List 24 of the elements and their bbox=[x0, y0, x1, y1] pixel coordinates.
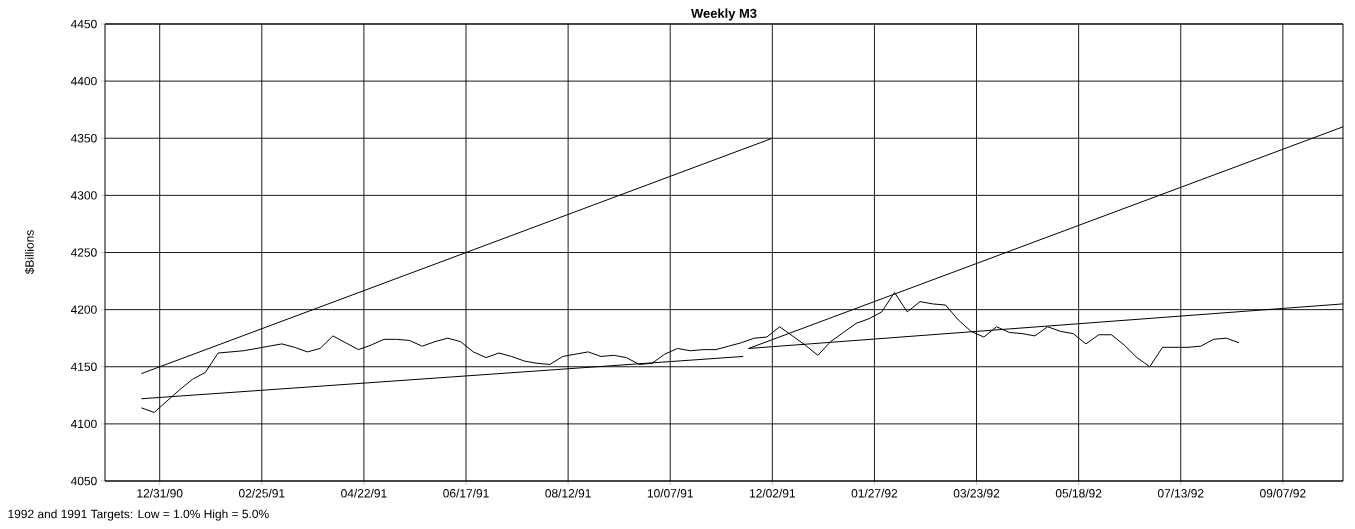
y-tick-label: 4100 bbox=[70, 419, 97, 429]
y-tick-label: 4050 bbox=[70, 476, 97, 486]
x-tick-label: 10/07/91 bbox=[647, 488, 693, 498]
y-tick-label: 4350 bbox=[70, 134, 97, 143]
x-tick-label: 09/07/92 bbox=[1260, 488, 1306, 498]
text: 1992 and 1991 Targets: Low = 1.0% High = 5.0% bbox=[8, 509, 269, 521]
x-tick-label: 12/31/90 bbox=[137, 488, 183, 498]
x-tick-label: 03/23/92 bbox=[953, 488, 1000, 498]
x-tick-label: 08/12/91 bbox=[545, 488, 591, 498]
y-tick-label: 4150 bbox=[70, 362, 97, 371]
y-tick-label: 4300 bbox=[70, 191, 97, 200]
y-tick-label: 4450 bbox=[70, 19, 97, 29]
x-tick-label: 02/25/91 bbox=[239, 488, 285, 498]
x-tick-label: 12/02/91 bbox=[749, 488, 795, 498]
y-axis-title: $Billions bbox=[24, 230, 35, 275]
x-tick-label: 07/13/92 bbox=[1157, 488, 1204, 498]
y-tick-label: 4200 bbox=[70, 305, 97, 314]
x-tick-label: 01/27/92 bbox=[851, 488, 898, 498]
x-tick-label: 06/17/91 bbox=[443, 488, 489, 498]
x-tick-label: 04/22/91 bbox=[341, 488, 387, 498]
chart-title: Weekly M3 bbox=[691, 8, 757, 21]
x-tick-label: 05/18/92 bbox=[1055, 488, 1102, 498]
y-tick-label: 4400 bbox=[70, 76, 97, 86]
y-tick-label: 4250 bbox=[70, 248, 97, 257]
